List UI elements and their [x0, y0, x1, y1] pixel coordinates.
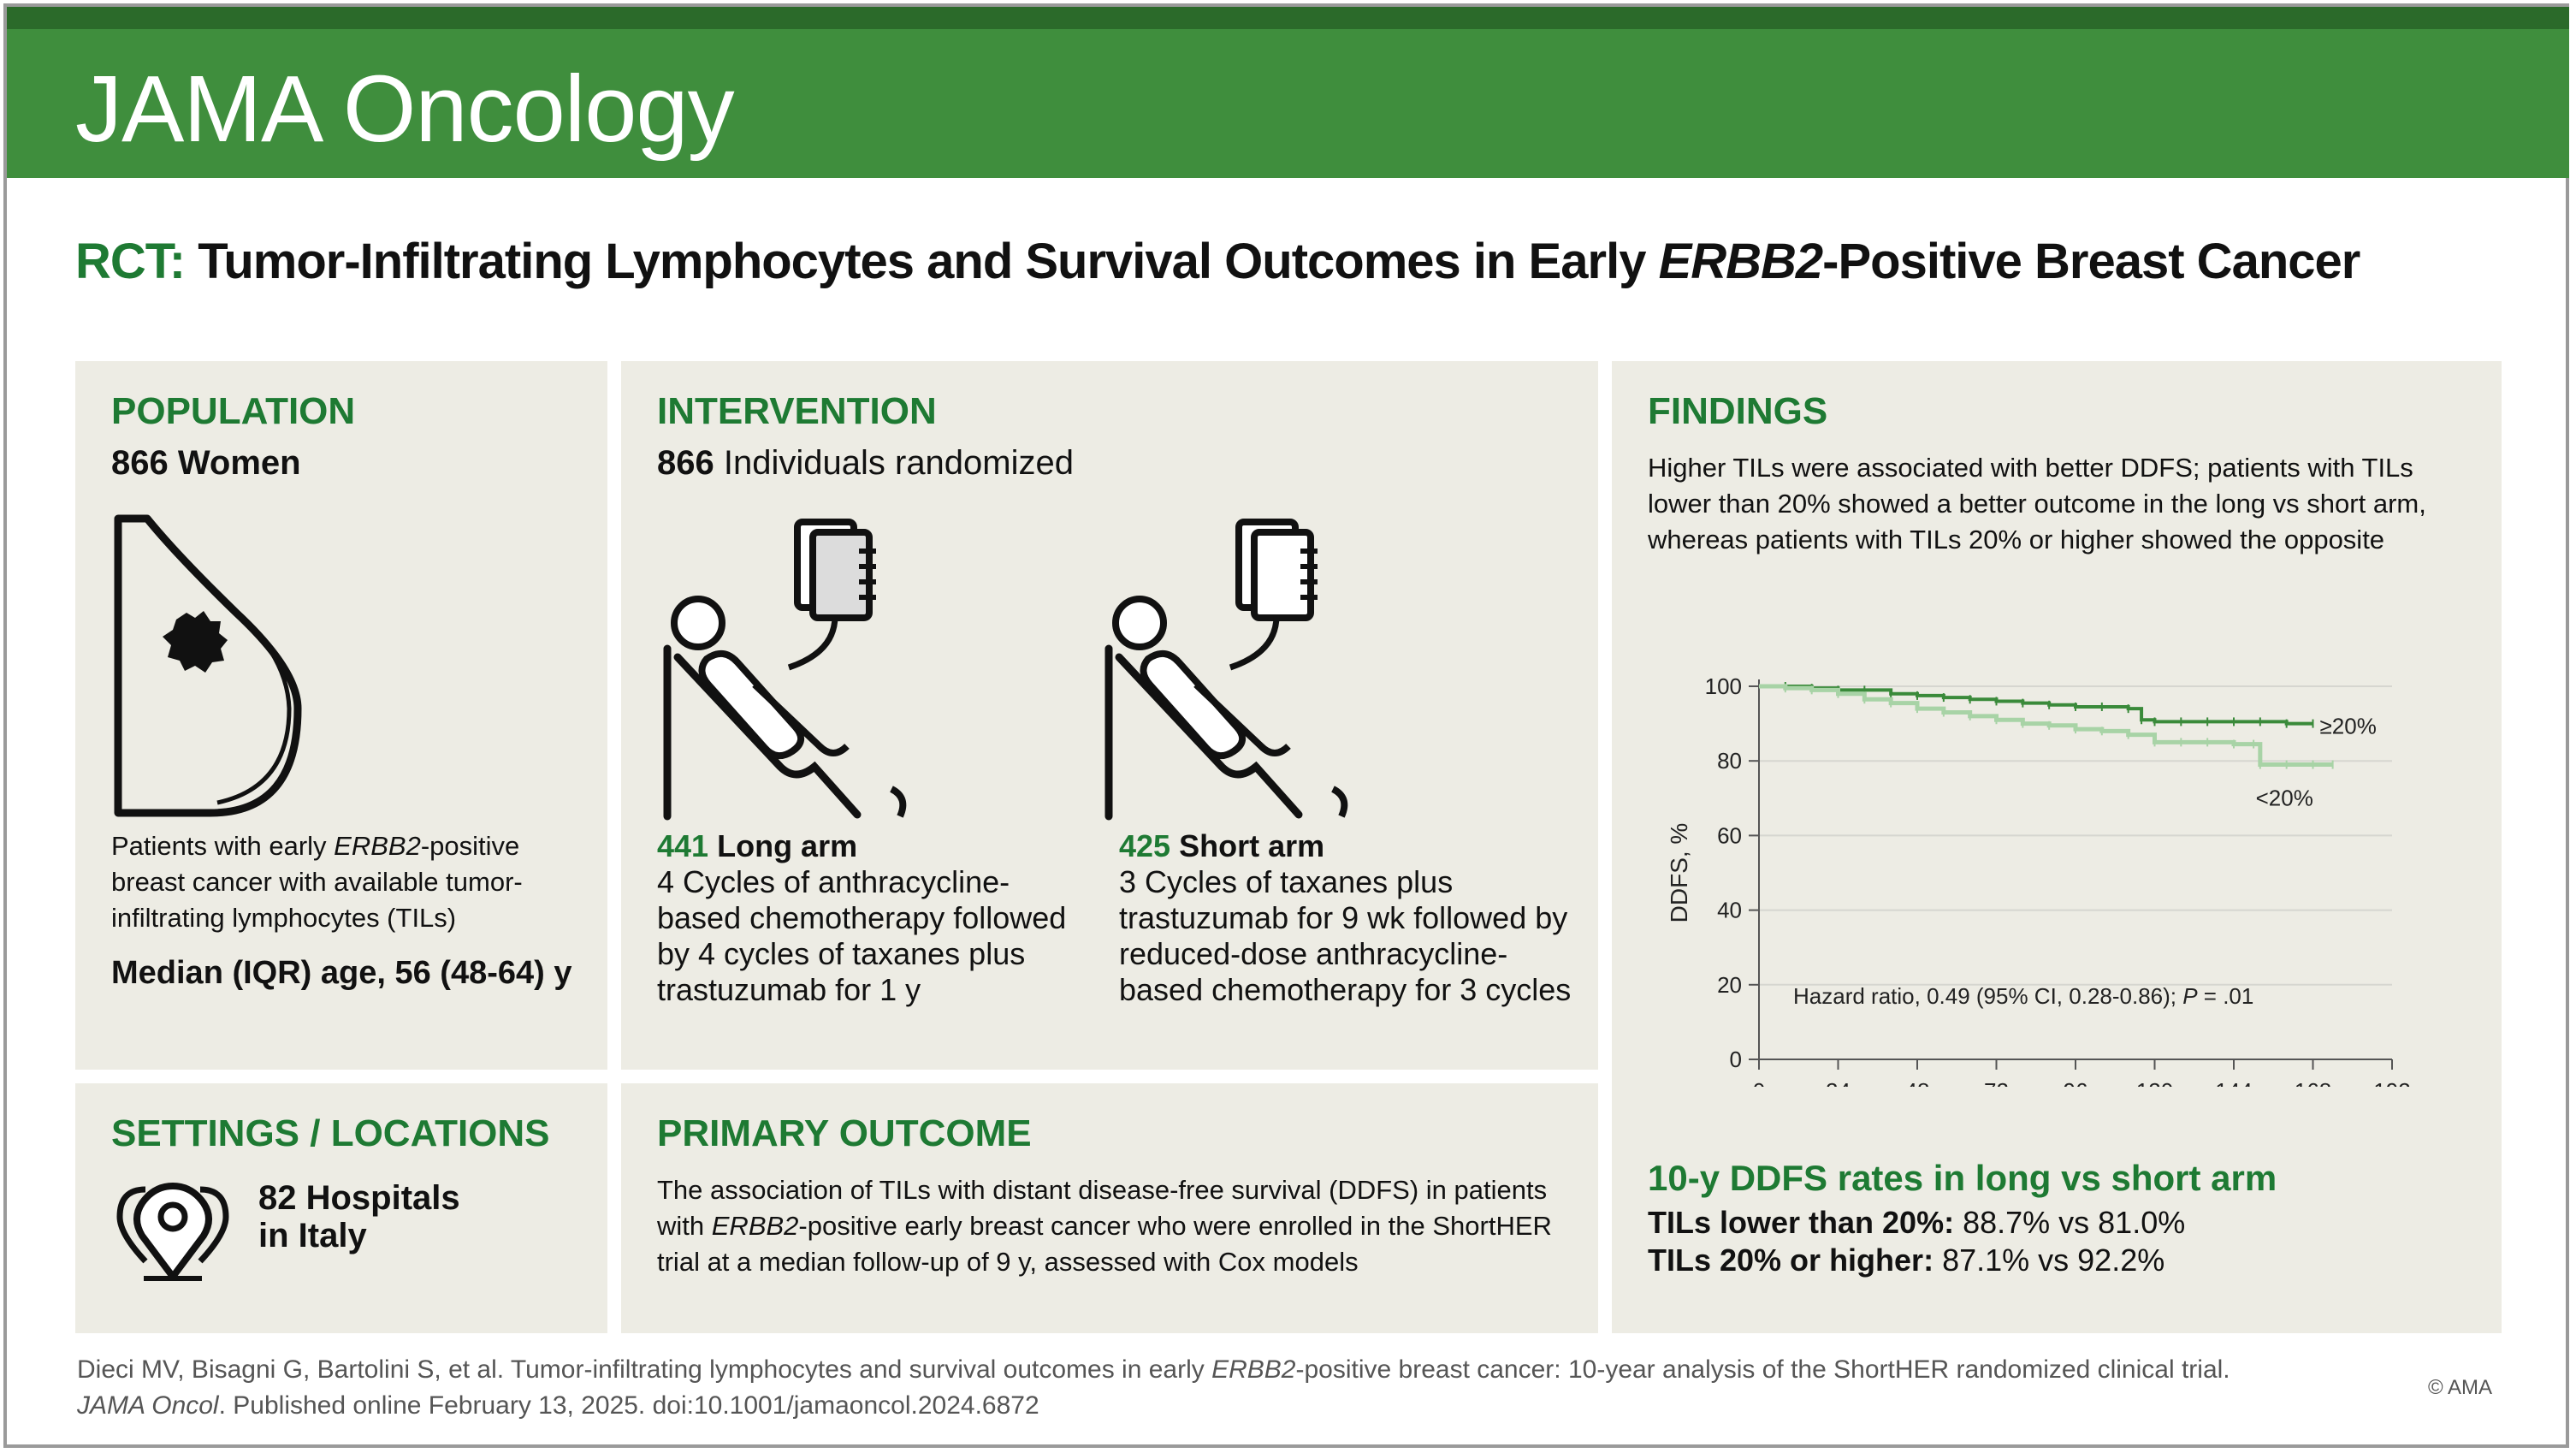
- hazard-ratio-annotation: Hazard ratio, 0.49 (95% CI, 0.28-0.86); …: [1793, 983, 2253, 1009]
- breast-icon: [114, 514, 302, 817]
- intervention-panel: INTERVENTION 866 Individuals randomized …: [621, 361, 1598, 1070]
- x-tick-label: 48: [1905, 1078, 1930, 1087]
- x-tick-label: 72: [1984, 1078, 2009, 1087]
- series-label-low-tils: <20%: [2256, 786, 2313, 811]
- infographic-frame: [3, 3, 2569, 1448]
- chart-labels: 020406080100024487296120144168192MonthsD…: [1666, 673, 2411, 1087]
- citation-gene: ERBB2: [1211, 1355, 1296, 1384]
- primary-outcome-desc-part-2: -positive early breast cancer who were e…: [657, 1211, 1552, 1277]
- copyright: © AMA: [2428, 1376, 2493, 1399]
- citation-line-1: Dieci MV, Bisagni G, Bartolini S, et al.…: [77, 1355, 2230, 1385]
- kaplan-meier-chart: 020406080100024487296120144168192MonthsD…: [1666, 673, 2411, 1087]
- x-tick-label: 0: [1753, 1078, 1765, 1087]
- x-tick-label: 24: [1826, 1078, 1851, 1087]
- population-title: POPULATION: [111, 390, 356, 432]
- y-tick-label: 20: [1717, 972, 1742, 998]
- findings-title: FINDINGS: [1648, 390, 1828, 432]
- primary-outcome-desc-gene: ERBB2: [711, 1211, 799, 1241]
- findings-panel: FINDINGS Higher TILs were associated wit…: [1612, 361, 2502, 1333]
- population-count-text: Women: [177, 444, 301, 482]
- population-count-number: 866: [111, 444, 169, 482]
- chemotherapy-infusion-icon-short-arm: [1104, 519, 1348, 821]
- ddfs-rate-low: TILs lower than 20%: 88.7% vs 81.0%: [1648, 1205, 2185, 1241]
- citation-line-2-rest: . Published online February 13, 2025. do…: [218, 1391, 1039, 1420]
- intervention-count-number: 866: [657, 444, 714, 482]
- x-tick-label: 144: [2215, 1078, 2252, 1087]
- short-arm-block: 425 Short arm 3 Cycles of taxanes plus t…: [1119, 828, 1581, 1008]
- citation-line-1-part-2: -positive breast cancer: 10-year analysi…: [1295, 1355, 2230, 1384]
- tumor-shape: [163, 611, 228, 673]
- hazard-ratio-p-label: P: [2182, 983, 2198, 1009]
- hazard-ratio-text: Hazard ratio, 0.49 (95% CI, 0.28-0.86);: [1793, 983, 2182, 1009]
- x-tick-label: 120: [2136, 1078, 2173, 1087]
- hospitals-line-1: 82 Hospitals: [258, 1179, 460, 1217]
- journal-title: JAMA Oncology: [75, 56, 735, 162]
- short-arm-count: 425: [1119, 828, 1171, 863]
- population-desc-gene: ERBB2: [334, 831, 421, 861]
- title-part-1: Tumor-Infiltrating Lymphocytes and Survi…: [198, 234, 1659, 289]
- title-gene: ERBB2: [1658, 234, 1824, 289]
- x-tick-label: 168: [2295, 1078, 2331, 1087]
- ddfs-rate-low-value: 88.7% vs 81.0%: [1954, 1205, 2186, 1240]
- study-type-label: RCT:: [75, 234, 186, 289]
- findings-summary: Higher TILs were associated with better …: [1648, 453, 2426, 555]
- ddfs-rate-high: TILs 20% or higher: 87.1% vs 92.2%: [1648, 1242, 2164, 1278]
- hospitals-text: 82 Hospitals in Italy: [258, 1179, 460, 1254]
- citation-line-2: JAMA Oncol. Published online February 13…: [77, 1391, 1039, 1420]
- population-description: Patients with early ERBB2-positive breas…: [111, 828, 573, 936]
- hazard-ratio-p-value: = .01: [2198, 983, 2254, 1009]
- short-arm-label: Short arm: [1179, 828, 1325, 863]
- citation-journal-abbrev: JAMA Oncol: [77, 1391, 219, 1420]
- y-tick-label: 60: [1717, 822, 1742, 848]
- y-tick-label: 0: [1730, 1047, 1742, 1072]
- long-arm-description: 4 Cycles of anthracycline-based chemothe…: [657, 864, 1067, 1007]
- chemotherapy-infusion-icon-long-arm: [663, 519, 907, 821]
- long-arm-label: Long arm: [717, 828, 858, 863]
- ddfs-rate-low-label: TILs lower than 20%:: [1648, 1205, 1955, 1240]
- chart-series: [1759, 682, 2334, 769]
- series-label-high-tils: ≥20%: [2320, 714, 2377, 739]
- population-desc-part-2: -positive breast cancer with available t…: [111, 831, 523, 933]
- primary-outcome-title: PRIMARY OUTCOME: [657, 1112, 1032, 1154]
- population-age: Median (IQR) age, 56 (48-64) y: [111, 955, 572, 991]
- journal-header-bar: JAMA Oncology: [7, 7, 2569, 178]
- x-tick-label: 96: [2064, 1078, 2088, 1087]
- population-panel: POPULATION 866 Women Patients with early…: [75, 361, 607, 1070]
- intervention-count-text: Individuals randomized: [723, 444, 1074, 482]
- population-count: 866 Women: [111, 445, 301, 481]
- long-arm-count: 441: [657, 828, 709, 863]
- settings-title: SETTINGS / LOCATIONS: [111, 1112, 550, 1154]
- title-part-2: -Positive Breast Cancer: [1822, 234, 2360, 289]
- y-tick-label: 80: [1717, 748, 1742, 774]
- primary-outcome-description: The association of TILs with distant dis…: [657, 1172, 1581, 1280]
- long-arm-block: 441 Long arm 4 Cycles of anthracycline-b…: [657, 828, 1085, 1008]
- location-pins-icon: [116, 1183, 229, 1281]
- hospitals-line-2: in Italy: [258, 1217, 367, 1254]
- primary-outcome-panel: PRIMARY OUTCOME The association of TILs …: [621, 1083, 1598, 1333]
- ddfs-rate-high-label: TILs 20% or higher:: [1648, 1242, 1934, 1278]
- series-line-low-tils: [1759, 684, 2333, 768]
- x-tick-label: 192: [2373, 1078, 2410, 1087]
- intervention-title: INTERVENTION: [657, 390, 937, 432]
- y-tick-label: 40: [1717, 898, 1742, 923]
- chart-axes: [1749, 679, 2393, 1070]
- y-tick-label: 100: [1705, 673, 1742, 699]
- short-arm-description: 3 Cycles of taxanes plus trastuzumab for…: [1119, 864, 1572, 1007]
- citation-line-1-part-1: Dieci MV, Bisagni G, Bartolini S, et al.…: [77, 1355, 1212, 1384]
- page-title: RCT: Tumor-Infiltrating Lymphocytes and …: [75, 233, 2360, 290]
- ddfs-rates-title: 10-y DDFS rates in long vs short arm: [1648, 1158, 2277, 1198]
- intervention-count: 866 Individuals randomized: [657, 445, 1074, 481]
- settings-panel: SETTINGS / LOCATIONS 82 Hospitals in Ita…: [75, 1083, 607, 1333]
- primary-outcome-desc-part-1: The association of TILs with distant dis…: [657, 1175, 1548, 1241]
- y-axis-label: DDFS, %: [1666, 823, 1692, 923]
- ddfs-rate-high-value: 87.1% vs 92.2%: [1933, 1242, 2165, 1278]
- population-desc-part-1: Patients with early: [111, 831, 335, 861]
